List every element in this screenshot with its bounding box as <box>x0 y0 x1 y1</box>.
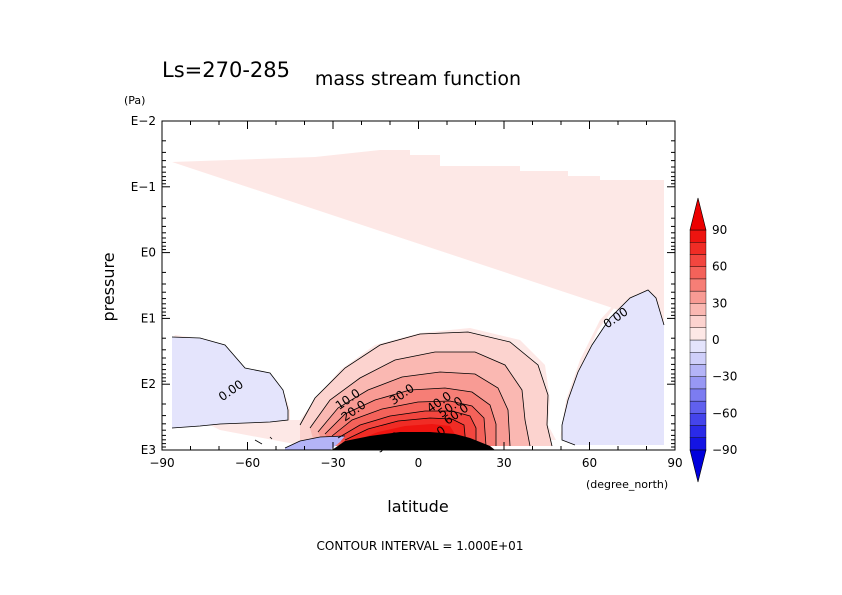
colorbar-tick-label: −90 <box>712 443 737 457</box>
contour-line-20 <box>309 351 531 447</box>
fill-negative-bottom <box>285 436 345 450</box>
contour-line-30 <box>317 371 511 447</box>
x-tick-label: −90 <box>149 456 174 470</box>
y-unit-label: (Pa) <box>124 94 145 107</box>
colorbar-band <box>689 437 707 451</box>
x-tick-label: 30 <box>496 456 511 470</box>
x-tick-label: 60 <box>582 456 597 470</box>
colorbar-band <box>689 266 707 280</box>
x-tick-label: −60 <box>235 456 260 470</box>
contour-line-40 <box>324 387 497 446</box>
fill-positive-0-10 <box>172 150 664 445</box>
contour-line-zero-right <box>561 289 665 446</box>
contour-line-50 <box>331 400 487 447</box>
colorbar-band <box>689 242 707 255</box>
colorbar-band <box>689 376 707 390</box>
colorbar-band <box>689 254 707 267</box>
y-tick-label: E−1 <box>131 180 156 194</box>
colorbar-bottom-arrow <box>689 449 707 483</box>
y-tick-label: E2 <box>141 377 156 391</box>
colorbar-band <box>689 303 707 316</box>
colorbar-band <box>689 229 707 243</box>
chart-title: mass stream function <box>315 68 521 90</box>
colorbar-band <box>689 278 707 292</box>
y-axis-label: pressure <box>99 252 118 321</box>
colorbar-band <box>689 352 707 365</box>
colorbar-band <box>689 400 707 414</box>
y-tick-label: E1 <box>141 311 156 325</box>
y-tick-label: E−2 <box>131 114 156 128</box>
colorbar-tick-label: 0 <box>712 333 720 347</box>
colorbar-tick-label: −60 <box>712 406 737 420</box>
x-axis-ticks: −90 −60 −30 0 30 60 90 <box>149 121 683 470</box>
dense-contours-bottom <box>332 432 495 450</box>
x-tick-label: 90 <box>667 456 682 470</box>
colorbar-band <box>689 290 707 304</box>
colorbar-tick-label: −30 <box>712 370 737 384</box>
y-tick-label: E3 <box>141 443 156 457</box>
x-unit-label: (degree_north) <box>586 478 668 491</box>
colorbar-band <box>689 315 707 328</box>
colorbar-band <box>689 413 707 426</box>
colorbar-top-arrow <box>689 197 707 231</box>
x-axis-label: latitude <box>387 497 448 516</box>
contour-line-10 <box>299 331 553 447</box>
fill-negative-right <box>562 290 664 445</box>
fill-negative-left <box>172 337 288 428</box>
x-tick-label: −30 <box>320 456 345 470</box>
contour-line-bottom-neg <box>284 435 346 449</box>
colorbar-tick-label: 90 <box>712 223 727 237</box>
y-tick-label: E0 <box>141 246 156 260</box>
colorbar-band <box>689 339 707 353</box>
contour-interval-footer: CONTOUR INTERVAL = 1.000E+01 <box>317 539 524 553</box>
contour-line-surface <box>254 436 273 445</box>
contour-lines <box>171 289 665 449</box>
contour-line-70 <box>344 417 467 447</box>
y-axis-ticks: E−2 E−1 E0 E1 E2 E3 <box>131 114 675 457</box>
colorbar-tick-label: 60 <box>712 260 727 274</box>
contour-line-60 <box>337 410 477 446</box>
season-label: Ls=270-285 <box>162 58 290 82</box>
contour-line-zero-left <box>171 336 289 429</box>
colorbar-tick-label: 30 <box>712 296 727 310</box>
colorbar-band <box>689 364 707 377</box>
x-tick-label: 0 <box>415 456 423 470</box>
colorbar: 90 60 30 0 −30 −60 −90 <box>689 197 737 483</box>
colorbar-band <box>689 425 707 438</box>
colorbar-band <box>689 388 707 402</box>
colorbar-band <box>689 327 707 341</box>
